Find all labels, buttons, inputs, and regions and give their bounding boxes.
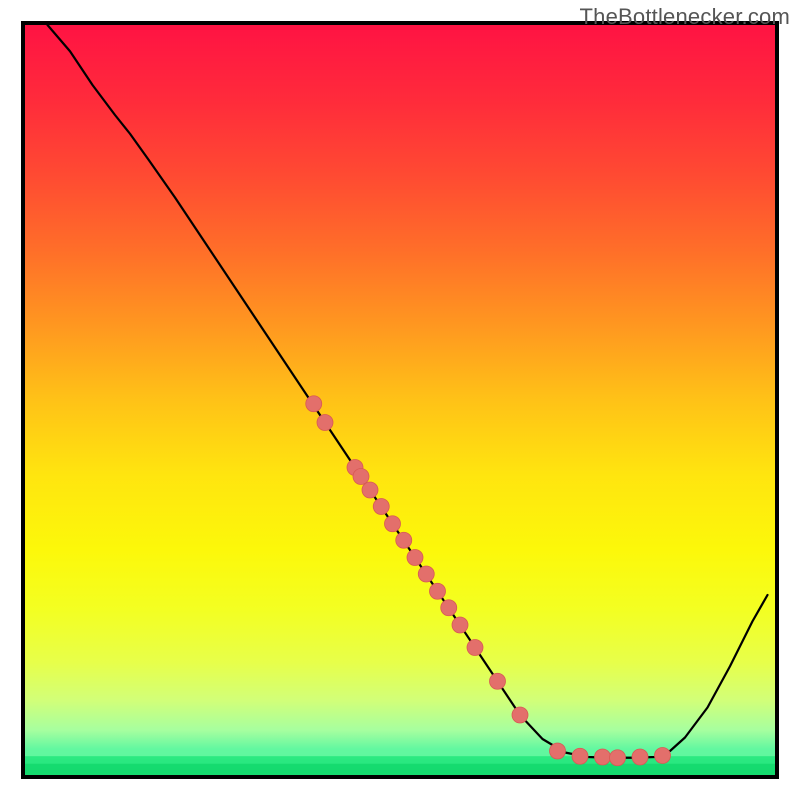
data-point: [441, 600, 457, 616]
chart-band: [25, 764, 775, 775]
data-point: [655, 748, 671, 764]
data-point: [418, 566, 434, 582]
watermark-text: TheBottlenecker.com: [580, 4, 790, 30]
chart-root: TheBottlenecker.com: [0, 0, 800, 800]
chart-svg: [0, 0, 800, 800]
data-point: [632, 749, 648, 765]
data-point: [407, 550, 423, 566]
data-point: [317, 415, 333, 431]
data-point: [467, 640, 483, 656]
data-point: [353, 469, 369, 485]
data-point: [373, 499, 389, 515]
data-point: [572, 748, 588, 764]
data-point: [362, 482, 378, 498]
data-point: [430, 583, 446, 599]
data-point: [595, 749, 611, 765]
data-point: [396, 532, 412, 548]
data-point: [452, 617, 468, 633]
data-point: [385, 516, 401, 532]
data-point: [610, 750, 626, 766]
data-point: [490, 673, 506, 689]
data-point: [512, 707, 528, 723]
data-point: [306, 396, 322, 412]
data-point: [550, 743, 566, 759]
chart-background: [25, 25, 775, 775]
